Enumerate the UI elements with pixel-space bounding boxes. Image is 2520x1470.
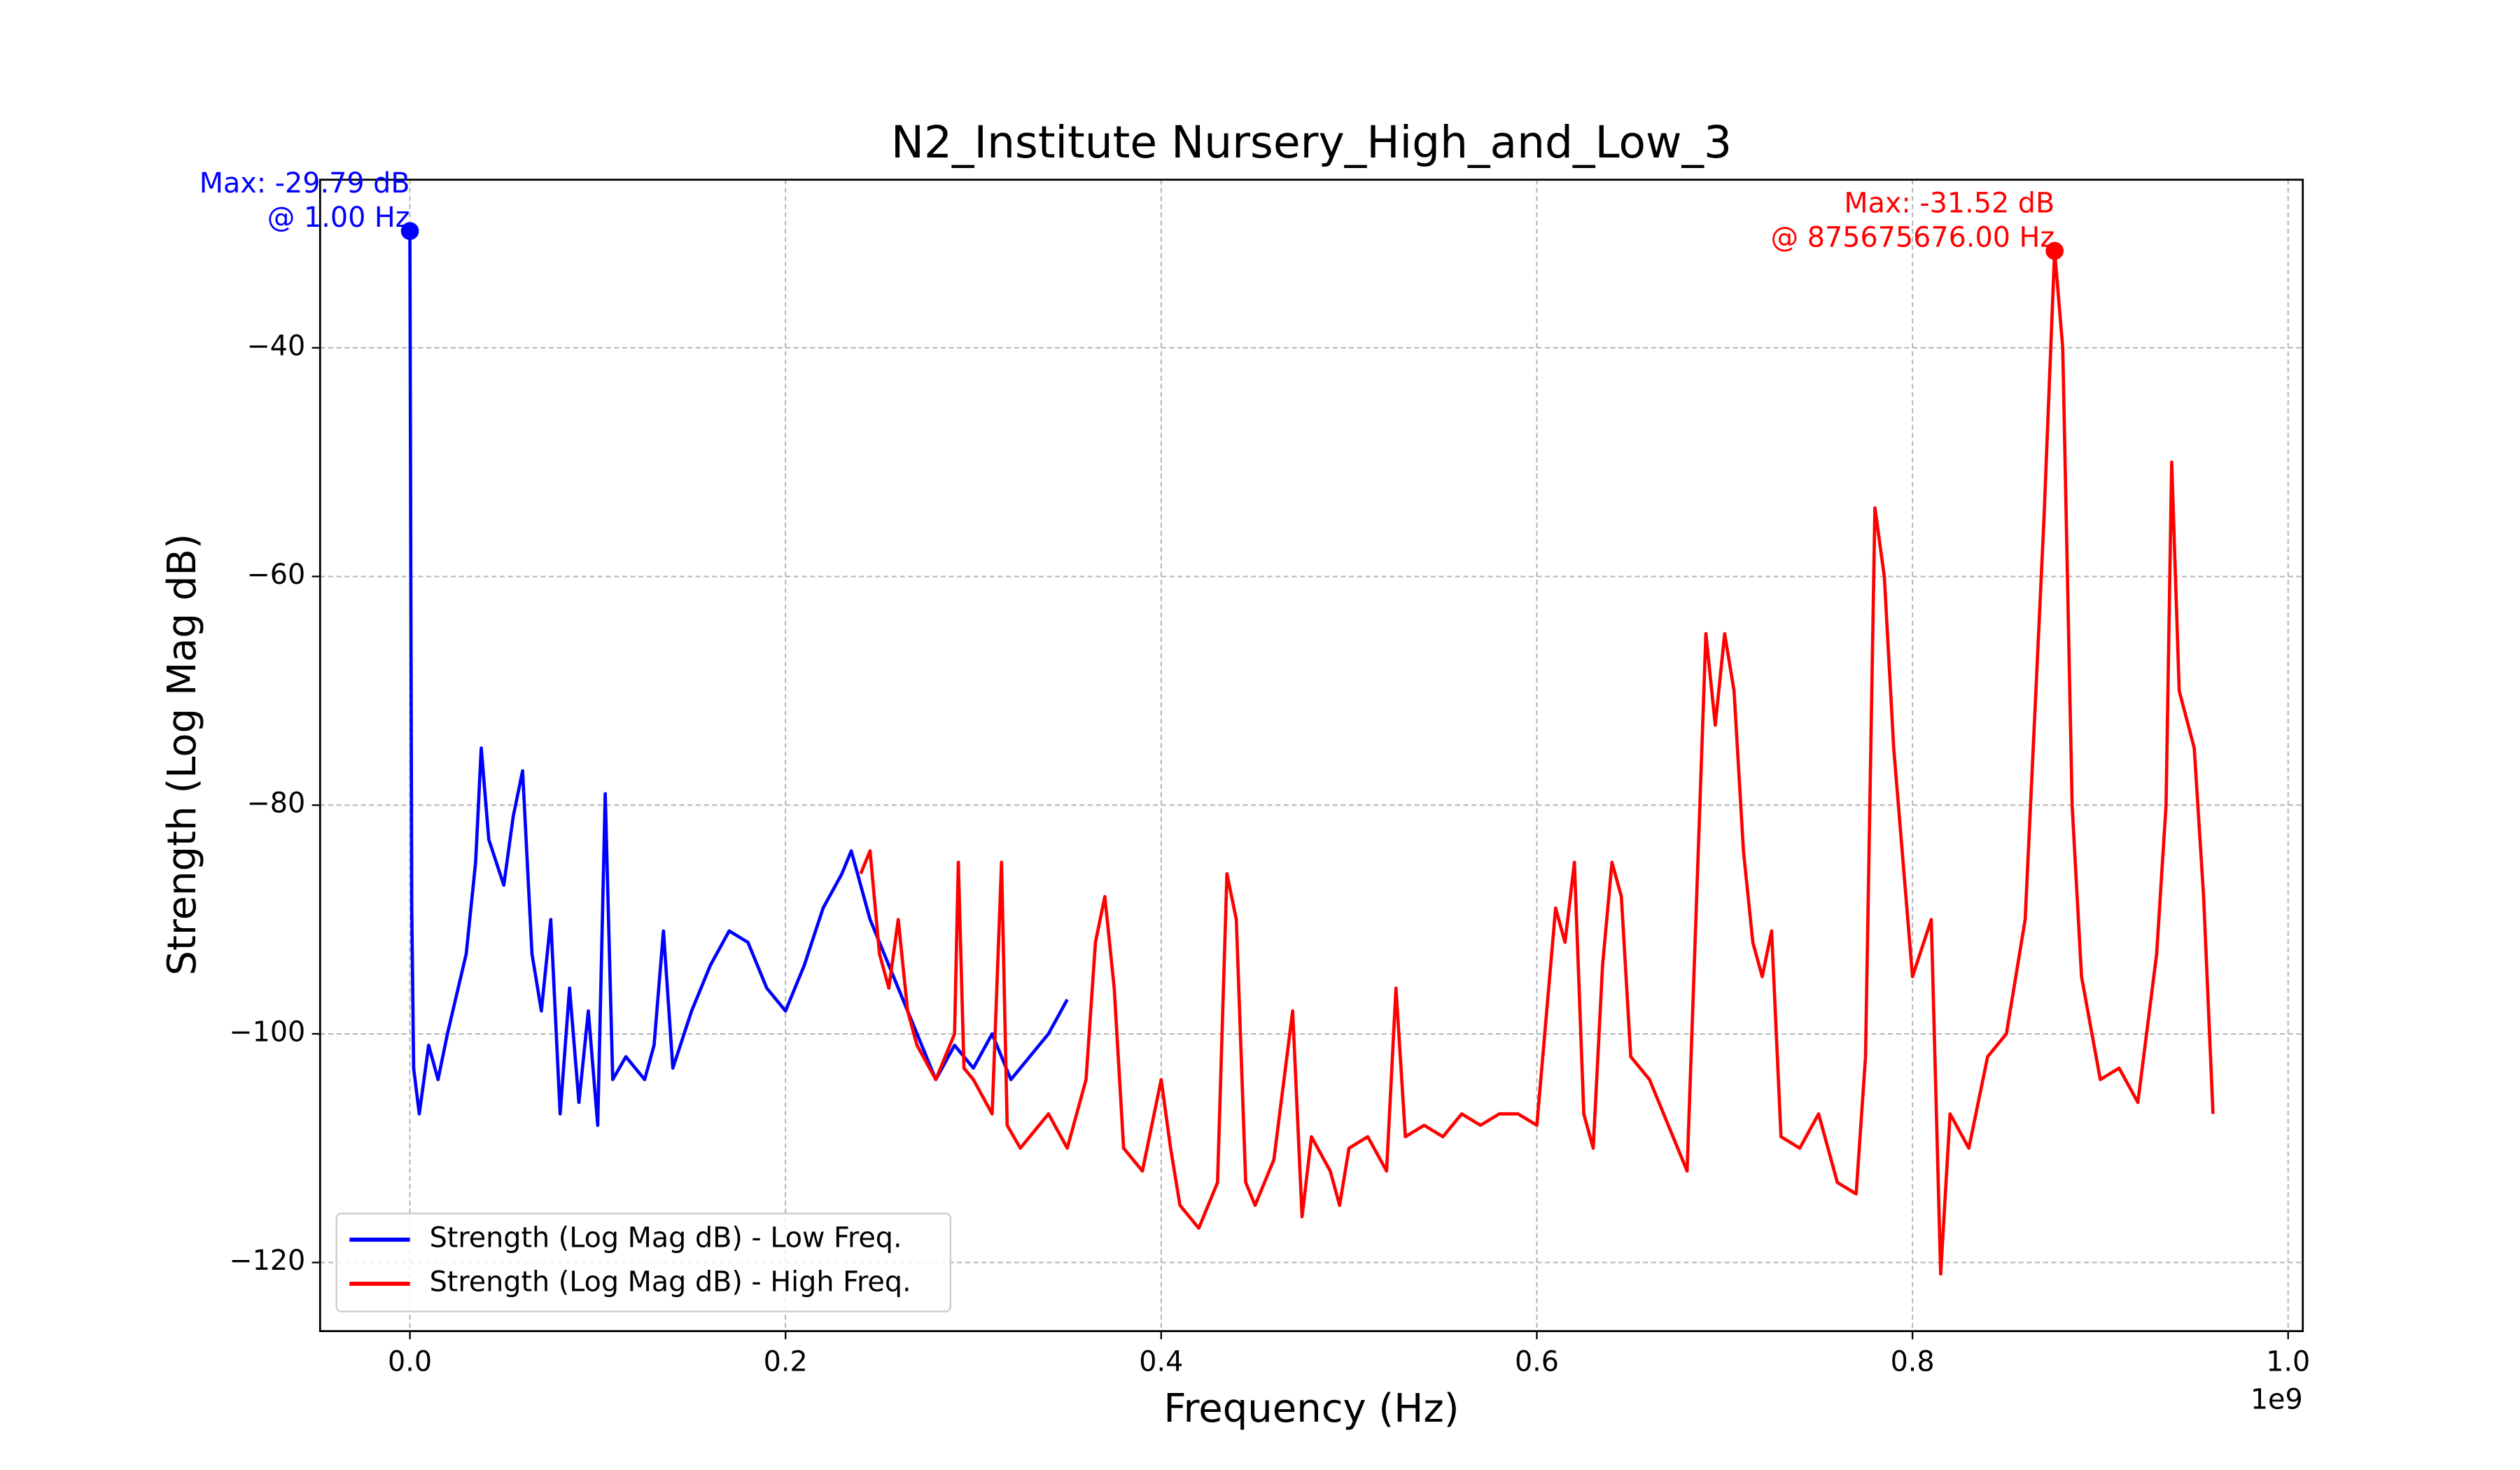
annotation-text: @ 1.00 Hz — [267, 202, 410, 234]
x-tick-label: 0.2 — [764, 1346, 808, 1378]
x-offset-label: 1e9 — [2250, 1383, 2303, 1415]
x-tick-label: 0.8 — [1891, 1346, 1935, 1378]
legend-box — [335, 1212, 952, 1312]
legend-label: Strength (Log Mag dB) - High Freq. — [430, 1266, 911, 1298]
y-tick-label: −80 — [247, 788, 306, 820]
max-marker — [400, 222, 419, 240]
x-axis-label: Frequency (Hz) — [1163, 1386, 1459, 1432]
chart-title: N2_Institute Nursery_High_and_Low_3 — [891, 117, 1732, 168]
y-tick-label: −60 — [247, 559, 306, 591]
annotation-text: Max: -31.52 dB — [1844, 188, 2054, 220]
y-axis-label: Strength (Log Mag dB) — [160, 533, 205, 975]
x-tick-label: 0.6 — [1515, 1346, 1559, 1378]
plot-frame — [318, 178, 2304, 1332]
series-line — [408, 231, 1069, 1127]
annotation-text: Max: -29.79 dB — [200, 167, 410, 200]
max-marker — [2045, 241, 2064, 260]
x-tick-label: 1.0 — [2266, 1346, 2310, 1378]
annotation-text: @ 875675676.00 Hz — [1771, 222, 2055, 254]
x-tick-label: 0.0 — [388, 1346, 432, 1378]
x-tick-label: 0.4 — [1139, 1346, 1183, 1378]
y-tick-label: −120 — [229, 1245, 305, 1277]
legend-label: Strength (Log Mag dB) - Low Freq. — [430, 1222, 902, 1254]
y-tick-label: −100 — [229, 1016, 305, 1048]
y-tick-label: −40 — [247, 330, 306, 362]
series-line — [859, 249, 2215, 1276]
